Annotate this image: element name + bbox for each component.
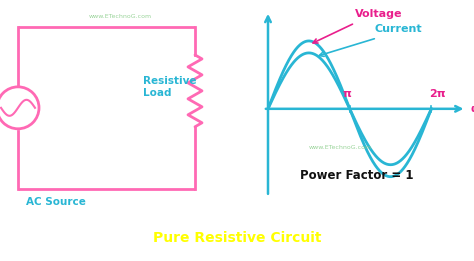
Text: ωt: ωt: [470, 104, 474, 114]
Text: AC Source: AC Source: [26, 197, 86, 207]
Text: π: π: [342, 89, 351, 99]
Text: www.ETechnoG.com: www.ETechnoG.com: [89, 14, 152, 20]
Text: www.ETechnoG.com: www.ETechnoG.com: [309, 145, 372, 150]
Text: Resistive
Load: Resistive Load: [143, 76, 197, 98]
Text: Pure Resistive Circuit: Pure Resistive Circuit: [153, 230, 321, 245]
Text: Voltage: Voltage: [355, 9, 402, 19]
Text: 2π: 2π: [429, 89, 446, 99]
Text: Power Factor = 1: Power Factor = 1: [300, 169, 413, 182]
Text: Current: Current: [375, 24, 423, 34]
